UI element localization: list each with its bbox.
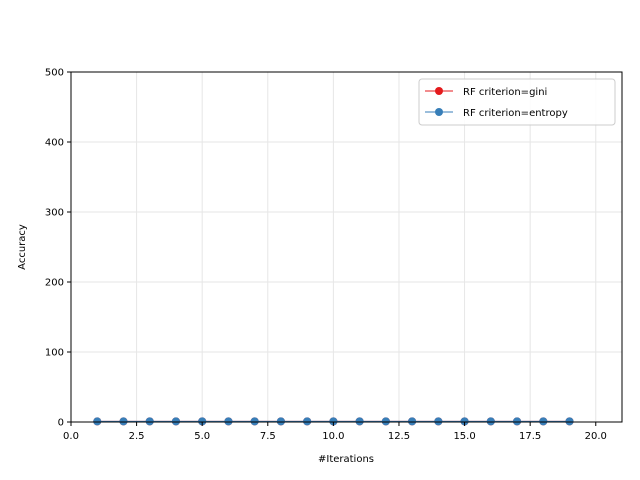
series-rf-criterion-entropy [93, 417, 574, 426]
legend-box [418, 78, 616, 126]
y-tick-label: 200 [45, 278, 64, 289]
plot-frame [70, 71, 623, 423]
legend: RF criterion=gini RF criterion=entropy [418, 78, 616, 126]
data-point [539, 417, 548, 426]
legend-marker-entropy [435, 108, 443, 116]
data-point [93, 417, 102, 426]
x-tick-label: 12.5 [388, 431, 410, 442]
legend-label-entropy: RF criterion=entropy [463, 108, 568, 119]
series-layer [93, 417, 574, 426]
data-point [303, 417, 312, 426]
grid [70, 71, 622, 423]
data-point [565, 417, 574, 426]
x-tick-label: 17.5 [519, 431, 541, 442]
data-point [460, 417, 469, 426]
data-point [408, 417, 417, 426]
data-point [486, 417, 495, 426]
data-point [145, 417, 154, 426]
data-point [198, 417, 207, 426]
x-tick-label: 0.0 [63, 431, 79, 442]
data-point [276, 417, 285, 426]
data-point [250, 417, 259, 426]
y-tick-label: 400 [45, 138, 64, 149]
legend-marker-gini [435, 87, 443, 95]
x-axis: 0.0 2.5 5.0 7.5 10.0 12.5 15.0 17.5 20.0 [63, 422, 607, 442]
x-tick-label: 15.0 [453, 431, 475, 442]
data-point [355, 417, 364, 426]
x-tick-label: 20.0 [585, 431, 607, 442]
legend-label-gini: RF criterion=gini [463, 87, 547, 98]
y-axis-label: Accuracy [17, 224, 28, 270]
y-axis: 0 100 200 300 400 500 [45, 68, 71, 429]
data-point [224, 417, 233, 426]
y-tick-label: 500 [45, 68, 64, 79]
x-tick-label: 10.0 [322, 431, 344, 442]
y-tick-label: 300 [45, 208, 64, 219]
y-tick-label: 0 [58, 418, 64, 429]
data-point [171, 417, 180, 426]
x-tick-label: 7.5 [260, 431, 276, 442]
x-tick-label: 5.0 [194, 431, 210, 442]
data-point [381, 417, 390, 426]
y-tick-label: 100 [45, 348, 64, 359]
x-tick-label: 2.5 [129, 431, 145, 442]
data-point [513, 417, 522, 426]
data-point [119, 417, 128, 426]
data-point [329, 417, 338, 426]
data-point [434, 417, 443, 426]
x-axis-label: #Iterations [318, 454, 374, 465]
